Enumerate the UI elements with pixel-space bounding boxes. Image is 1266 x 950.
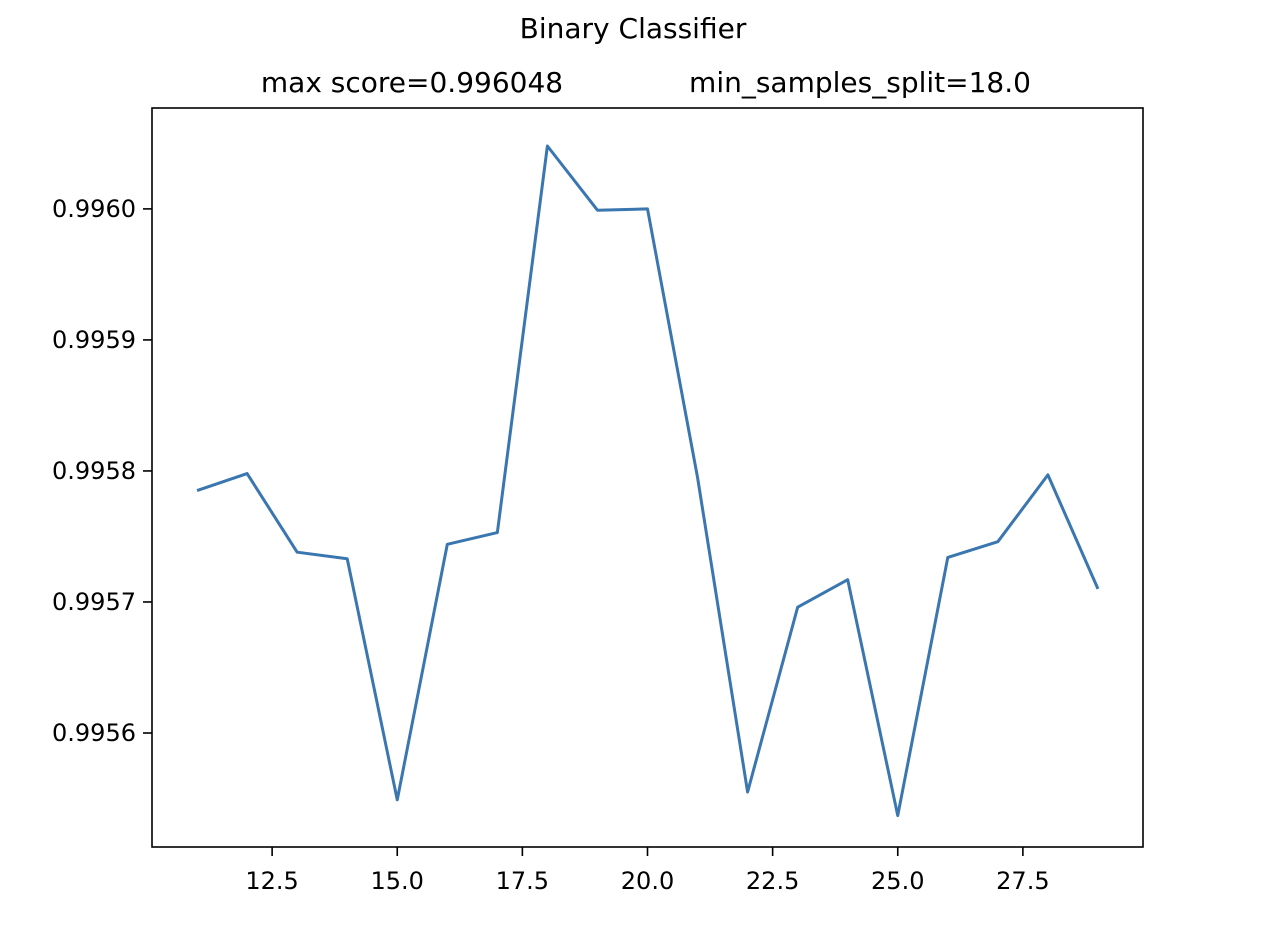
x-tick-label: 17.5 — [496, 867, 549, 895]
y-tick-label: 0.9958 — [52, 457, 136, 485]
y-tick-label: 0.9956 — [52, 719, 136, 747]
x-tick-label: 20.0 — [621, 867, 674, 895]
x-tick-label: 22.5 — [746, 867, 799, 895]
x-tick-label: 27.5 — [996, 867, 1049, 895]
plot-area: 12.5 15.0 17.5 20.0 22.5 25.0 27.5 0.9956 0.9957… — [52, 107, 1144, 895]
x-tick-label: 12.5 — [245, 867, 298, 895]
x-tick-label: 15.0 — [371, 867, 424, 895]
axes-frame — [151, 107, 1144, 848]
x-tick-label: 25.0 — [871, 867, 924, 895]
chart-subtitle-min-samples-split: min_samples_split=18.0 — [689, 66, 1031, 99]
chart-title: Binary Classifier — [520, 12, 747, 45]
y-tick-label: 0.9959 — [52, 326, 136, 354]
series-line-0 — [196, 144, 1100, 818]
y-tick-label: 0.9957 — [52, 588, 136, 616]
y-tick-label: 0.9960 — [52, 195, 136, 223]
chart-subtitle-max-score: max score=0.996048 — [261, 66, 563, 99]
